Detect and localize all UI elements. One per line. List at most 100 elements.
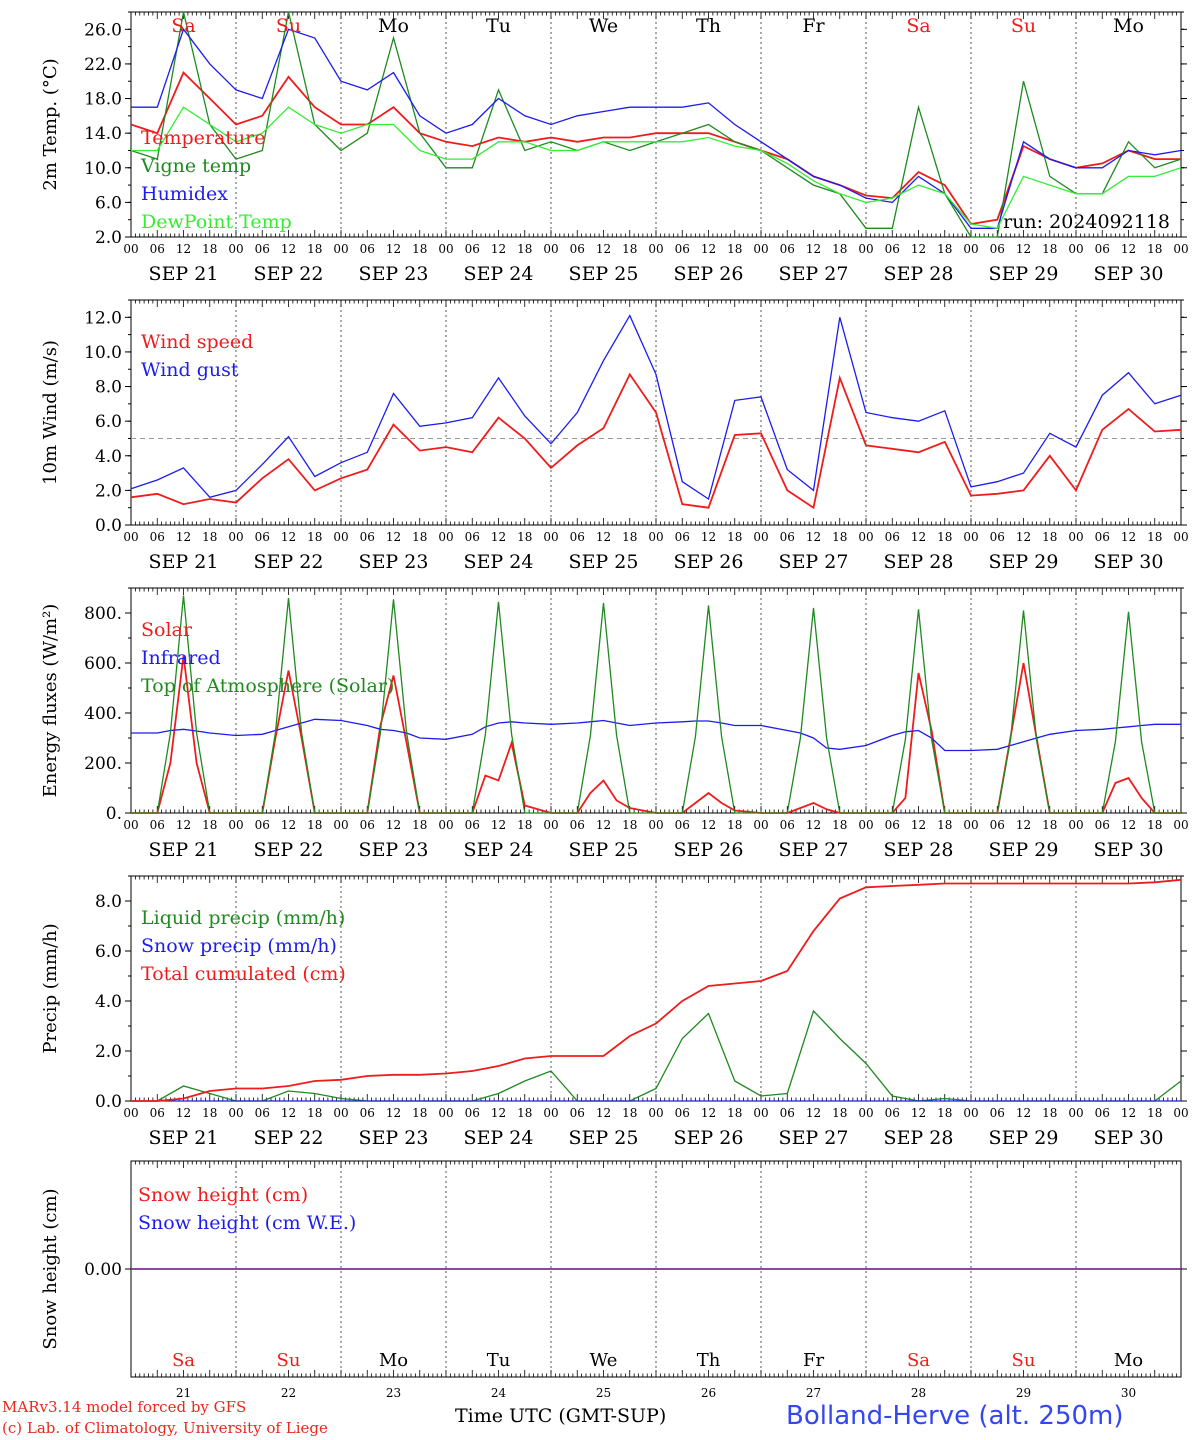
hour-label: 00 <box>1173 530 1188 544</box>
hour-label: 18 <box>412 818 427 832</box>
hour-label: 12 <box>281 530 296 544</box>
hour-label: 18 <box>202 242 217 256</box>
date-label: SEP 29 <box>989 263 1059 285</box>
day-number: 30 <box>1121 1386 1136 1400</box>
date-label: SEP 26 <box>674 839 744 861</box>
hour-label: 00 <box>123 242 138 256</box>
date-label: SEP 30 <box>1094 263 1164 285</box>
hour-label: 18 <box>937 242 952 256</box>
day-name: Mo <box>1114 1350 1143 1371</box>
hour-label: 18 <box>412 530 427 544</box>
hour-label: 12 <box>1016 530 1031 544</box>
hour-label: 00 <box>858 818 873 832</box>
hour-label: 06 <box>675 242 690 256</box>
day-number: 23 <box>386 1386 401 1400</box>
hour-label: 18 <box>412 242 427 256</box>
date-label: SEP 22 <box>254 551 324 573</box>
date-label: SEP 25 <box>569 551 639 573</box>
day-name: Sa <box>171 15 195 37</box>
hour-label: 18 <box>307 1106 322 1120</box>
hour-label: 06 <box>150 818 165 832</box>
hour-label: 06 <box>990 242 1005 256</box>
hour-label: 18 <box>832 242 847 256</box>
hour-label: 06 <box>780 530 795 544</box>
y-tick-label: 12.0 <box>84 308 122 328</box>
hour-label: 12 <box>281 1106 296 1120</box>
hour-label: 12 <box>281 818 296 832</box>
series-line-4 <box>131 106 1182 230</box>
hour-label: 00 <box>543 1106 558 1120</box>
hour-label: 12 <box>596 530 611 544</box>
hour-label: 12 <box>491 818 506 832</box>
hour-label: 00 <box>963 1106 978 1120</box>
hour-label: 18 <box>832 1106 847 1120</box>
date-label: SEP 28 <box>884 263 954 285</box>
hour-label: 06 <box>255 242 270 256</box>
date-label: SEP 27 <box>779 263 849 285</box>
hour-label: 12 <box>386 242 401 256</box>
hour-label: 00 <box>333 818 348 832</box>
hour-label: 12 <box>1121 530 1136 544</box>
series-line-1 <box>130 372 1182 510</box>
hour-label: 12 <box>806 530 821 544</box>
hour-label: 00 <box>963 530 978 544</box>
y-tick-label: 6.0 <box>95 942 122 962</box>
hour-label: 18 <box>622 1106 637 1120</box>
y-tick-label: 0. <box>106 804 122 824</box>
hour-label: 06 <box>360 530 375 544</box>
date-label: SEP 21 <box>149 551 219 573</box>
panel-5 <box>125 1160 1187 1378</box>
day-name: Su <box>1012 1350 1036 1371</box>
hour-label: 12 <box>911 530 926 544</box>
y-tick-label: 8.0 <box>95 378 122 398</box>
y-tick-label: 14.0 <box>84 124 122 144</box>
series-line-2 <box>131 718 1181 752</box>
hour-label: 00 <box>228 818 243 832</box>
hour-label: 06 <box>1095 242 1110 256</box>
hour-label: 00 <box>1173 1106 1188 1120</box>
hour-label: 18 <box>622 242 637 256</box>
hour-label: 06 <box>570 530 585 544</box>
date-label: SEP 24 <box>464 551 534 573</box>
series-line-2 <box>130 314 1182 501</box>
hour-label: 00 <box>648 242 663 256</box>
hour-label: 00 <box>123 1106 138 1120</box>
date-label: SEP 22 <box>254 263 324 285</box>
hour-label: 18 <box>1042 818 1057 832</box>
date-label: SEP 30 <box>1094 839 1164 861</box>
hour-label: 06 <box>1095 818 1110 832</box>
hour-label: 18 <box>1042 530 1057 544</box>
hour-label: 06 <box>360 1106 375 1120</box>
hour-label: 12 <box>596 1106 611 1120</box>
hour-label: 06 <box>885 818 900 832</box>
hour-label: 06 <box>150 1106 165 1120</box>
hour-label: 12 <box>491 1106 506 1120</box>
hour-label: 18 <box>1147 818 1162 832</box>
day-name: Th <box>697 1350 721 1371</box>
hour-label: 00 <box>123 818 138 832</box>
hour-label: 12 <box>176 1106 191 1120</box>
panel-3 <box>125 587 1187 814</box>
hour-label: 00 <box>543 242 558 256</box>
panel-1 <box>125 11 1187 238</box>
hour-label: 06 <box>150 530 165 544</box>
hour-label: 06 <box>570 1106 585 1120</box>
y-tick-label: 2.0 <box>95 1042 122 1062</box>
hour-label: 00 <box>648 1106 663 1120</box>
panel-2 <box>125 299 1187 526</box>
hour-label: 12 <box>701 818 716 832</box>
hour-label: 12 <box>911 818 926 832</box>
date-label: SEP 24 <box>464 263 534 285</box>
hour-label: 18 <box>202 530 217 544</box>
hour-label: 18 <box>832 818 847 832</box>
y-tick-label: 400. <box>84 704 122 724</box>
hour-label: 00 <box>438 1106 453 1120</box>
hour-label: 00 <box>648 530 663 544</box>
hour-label: 12 <box>176 242 191 256</box>
hour-label: 12 <box>1121 242 1136 256</box>
hour-label: 00 <box>753 242 768 256</box>
y-tick-label: 6.0 <box>95 412 122 432</box>
hour-label: 06 <box>780 242 795 256</box>
legend-entry: Solar <box>141 619 193 641</box>
